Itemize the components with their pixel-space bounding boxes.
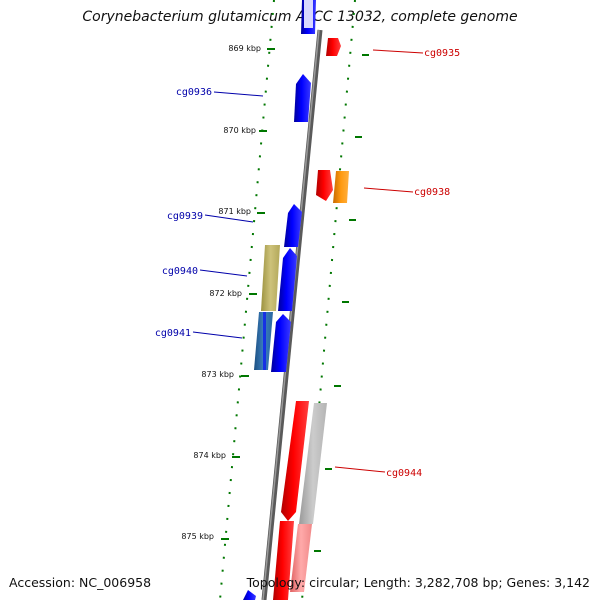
map-title: Corynebacterium glutamicum ATCC 13032, c… [82,9,518,25]
gene-feature-red-875[interactable] [273,521,294,600]
gene-feature-red-874[interactable] [281,401,309,521]
gene-feature-bottom-blue[interactable] [243,590,256,600]
tick-label-875: 875 kbp [181,532,214,541]
gene-feature-cg0938[interactable] [333,171,349,203]
label-leader-lines [192,49,424,473]
gene-feature-cg0939[interactable] [284,204,302,247]
gene-label-cg0940[interactable]: cg0940 [162,266,198,277]
tick-label-869: 869 kbp [228,44,261,53]
gene-feature-pink-875[interactable] [290,524,312,592]
gene-feature-blue-873[interactable] [271,314,291,372]
gene-label-cg0944[interactable]: cg0944 [386,468,422,479]
gene-feature-cg0941[interactable] [254,312,273,370]
tick-label-871: 871 kbp [218,207,251,216]
gene-label-cg0935[interactable]: cg0935 [424,48,460,59]
gene-label-cg0939[interactable]: cg0939 [167,211,203,222]
genome-backbone [261,29,323,600]
kbp-tick-marks [221,48,275,540]
gene-feature-red-870[interactable] [316,170,333,201]
tick-label-872: 872 kbp [209,289,242,298]
tick-label-873: 873 kbp [201,370,234,379]
gene-feature-top-blue[interactable] [301,0,316,34]
gene-feature-cg0940[interactable] [261,245,280,311]
accession-text: Accession: NC_006958 [9,575,152,590]
gene-feature-cg0935[interactable] [326,38,341,56]
gene-label-cg0941[interactable]: cg0941 [155,328,191,339]
gene-feature-cg0944[interactable] [299,403,327,524]
genome-stats-text: Topology: circular; Length: 3,282,708 bp… [246,575,590,590]
gene-label-cg0938[interactable]: cg0938 [414,187,450,198]
gene-label-cg0936[interactable]: cg0936 [176,87,212,98]
tick-label-870: 870 kbp [223,126,256,135]
tick-label-874: 874 kbp [193,451,226,460]
gene-feature-blue-872[interactable] [278,248,297,311]
gene-feature-cg0936[interactable] [294,74,311,122]
right-track-tick-marks [314,54,369,552]
